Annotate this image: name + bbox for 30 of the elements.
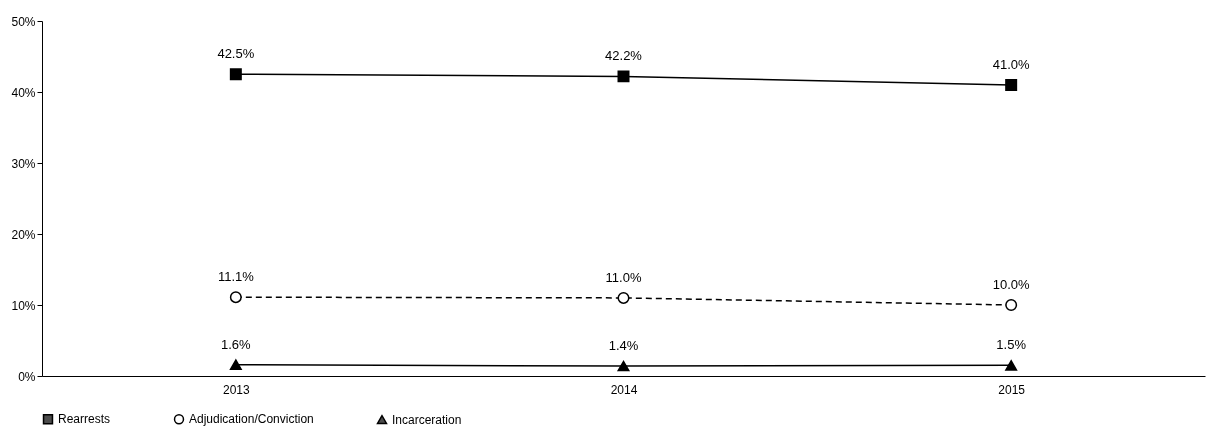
point — [1005, 360, 1018, 371]
point — [1005, 78, 1018, 91]
y-tick-label: 0% — [18, 369, 36, 384]
point — [229, 68, 242, 81]
legend-label: Incarceration — [392, 412, 462, 427]
y-tick-label: 30% — [11, 156, 36, 171]
data-label: 1.6% — [221, 336, 252, 352]
y-tick-label: 50% — [11, 14, 36, 29]
data-label: 1.4% — [608, 338, 639, 354]
data-label: 41.0% — [992, 56, 1031, 72]
legend-label: Rearrests — [58, 412, 111, 427]
x-tick-label: 2013 — [222, 382, 250, 397]
y-tick-label: 40% — [11, 85, 36, 100]
data-label: 42.2% — [605, 48, 643, 64]
data-label: 42.5% — [217, 46, 255, 62]
data-label: 1.5% — [996, 337, 1027, 353]
data-label: 11.0% — [605, 269, 642, 285]
point — [229, 359, 242, 370]
point — [617, 70, 630, 83]
point — [617, 291, 630, 304]
data-label: 11.1% — [217, 269, 255, 285]
legend-label: Adjudication/Conviction — [189, 412, 314, 427]
x-tick-label: 2015 — [998, 382, 1026, 397]
point — [617, 360, 630, 372]
point — [229, 291, 242, 304]
y-tick-label: 10% — [11, 298, 36, 313]
y-tick-label: 20% — [11, 227, 36, 242]
x-tick-label: 2014 — [610, 382, 638, 397]
point — [1005, 299, 1018, 311]
data-label: 10.0% — [992, 277, 1031, 292]
